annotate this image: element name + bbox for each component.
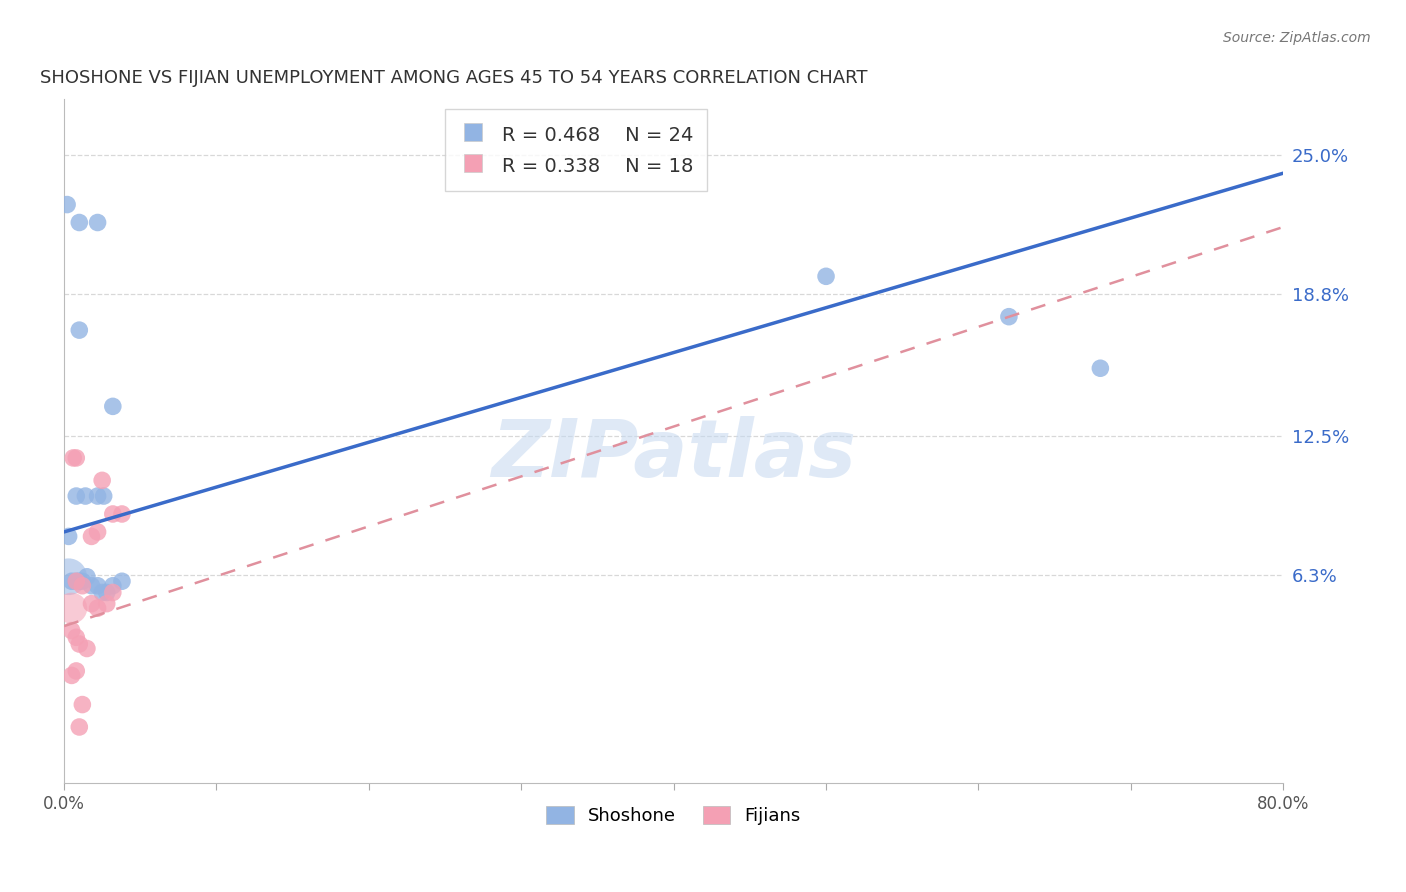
Text: SHOSHONE VS FIJIAN UNEMPLOYMENT AMONG AGES 45 TO 54 YEARS CORRELATION CHART: SHOSHONE VS FIJIAN UNEMPLOYMENT AMONG AG… — [39, 69, 868, 87]
Point — [67, 720, 90, 734]
Point — [111, 574, 134, 589]
Point — [67, 215, 90, 229]
Point — [75, 489, 97, 503]
Point — [96, 585, 118, 599]
Point — [96, 597, 118, 611]
Point — [86, 579, 108, 593]
Point — [101, 507, 124, 521]
Point — [86, 215, 108, 229]
Point — [86, 524, 108, 539]
Point — [93, 489, 115, 503]
Point — [76, 641, 98, 656]
Point — [67, 574, 90, 589]
Point — [65, 664, 87, 678]
Point — [65, 574, 87, 589]
Point — [56, 197, 79, 211]
Point — [91, 585, 114, 599]
Point — [67, 637, 90, 651]
Point — [998, 310, 1021, 324]
Point — [60, 574, 83, 589]
Point — [80, 597, 103, 611]
Point — [111, 507, 134, 521]
Point — [58, 570, 80, 584]
Point — [80, 579, 103, 593]
Point — [72, 574, 94, 589]
Point — [72, 698, 94, 712]
Point — [65, 489, 87, 503]
Point — [76, 570, 98, 584]
Point — [101, 579, 124, 593]
Point — [86, 601, 108, 615]
Point — [815, 269, 838, 284]
Point — [60, 668, 83, 682]
Point — [65, 630, 87, 644]
Legend: Shoshone, Fijians: Shoshone, Fijians — [540, 798, 808, 832]
Point — [80, 529, 103, 543]
Point — [91, 474, 114, 488]
Point — [1090, 361, 1112, 376]
Point — [72, 579, 94, 593]
Point — [65, 574, 87, 589]
Point — [60, 601, 83, 615]
Point — [101, 400, 124, 414]
Text: ZIPatlas: ZIPatlas — [491, 416, 856, 494]
Point — [67, 323, 90, 337]
Point — [62, 450, 84, 465]
Point — [58, 529, 80, 543]
Text: Source: ZipAtlas.com: Source: ZipAtlas.com — [1223, 31, 1371, 45]
Point — [65, 450, 87, 465]
Point — [60, 624, 83, 638]
Point — [101, 585, 124, 599]
Point — [86, 489, 108, 503]
